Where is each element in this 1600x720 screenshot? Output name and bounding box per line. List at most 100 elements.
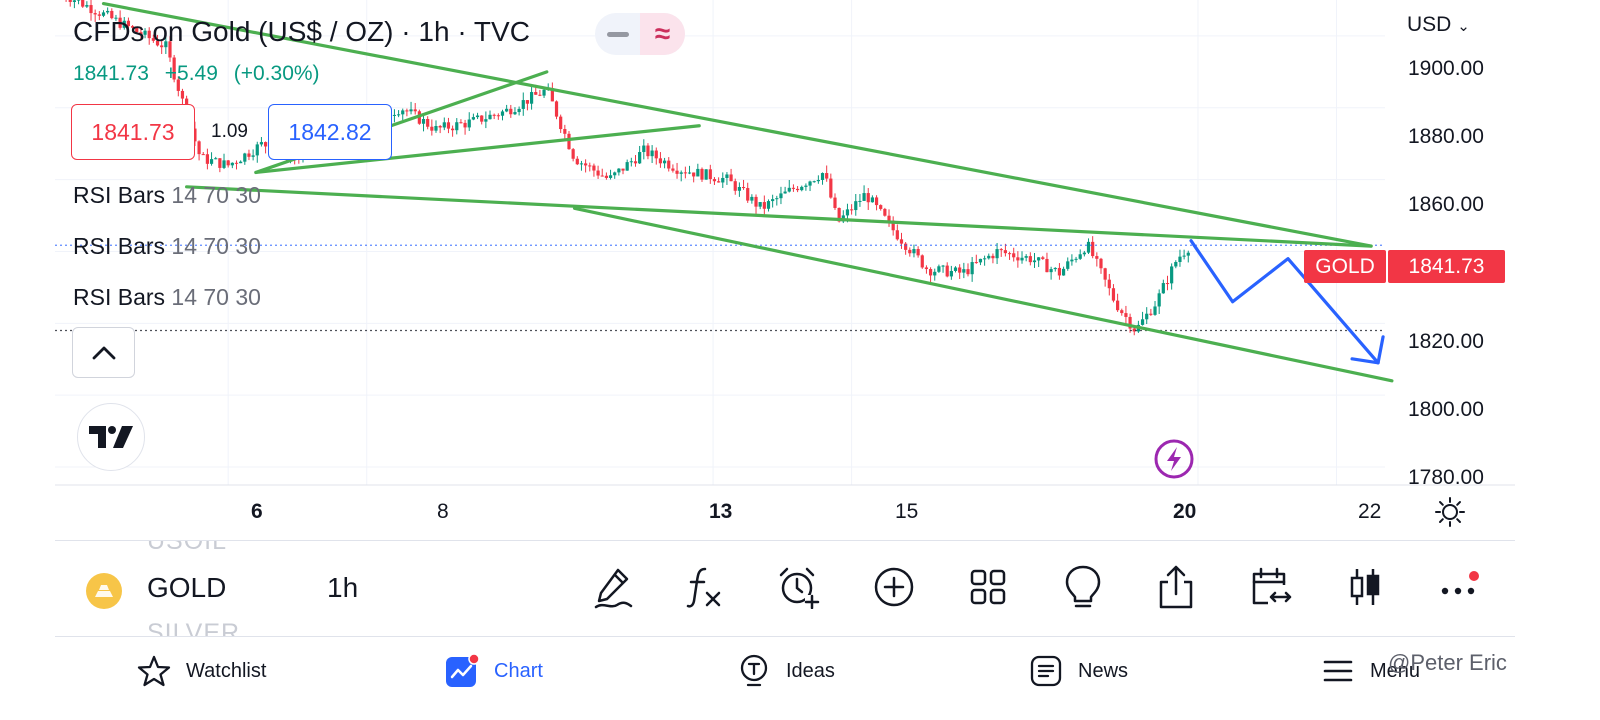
symbol-name[interactable]: GOLD bbox=[147, 572, 227, 603]
candle-body bbox=[222, 160, 226, 168]
candle-body bbox=[916, 249, 920, 256]
candle-body bbox=[559, 116, 563, 130]
candle-body bbox=[721, 177, 725, 183]
indicator-legend-rsi-bars[interactable]: RSI Bars 14 70 30 bbox=[73, 182, 261, 209]
candle-body bbox=[912, 249, 916, 254]
nav-label: Chart bbox=[494, 659, 543, 682]
candle-body bbox=[155, 40, 160, 46]
candle-body bbox=[937, 266, 941, 272]
chart-pane[interactable] bbox=[55, 0, 1515, 490]
interval-button[interactable]: 1h bbox=[327, 572, 359, 603]
candle-body bbox=[825, 173, 829, 179]
share-button[interactable] bbox=[1152, 563, 1200, 611]
candle-body bbox=[160, 45, 164, 48]
approx-icon[interactable]: ≈ bbox=[640, 13, 685, 55]
candle-body bbox=[118, 17, 122, 28]
indicator-name: RSI Bars bbox=[73, 182, 166, 208]
legend-toggle[interactable]: ≈ bbox=[595, 13, 685, 55]
candle-body bbox=[554, 101, 559, 117]
candle-body bbox=[1078, 254, 1082, 259]
add-button[interactable] bbox=[870, 563, 918, 611]
indicator-legend-rsi-bars[interactable]: RSI Bars 14 70 30 bbox=[73, 233, 261, 260]
collapse-legend-button[interactable] bbox=[595, 13, 640, 55]
candle-body bbox=[550, 88, 554, 102]
nav-chart[interactable]: Chart bbox=[444, 650, 543, 692]
candle-body bbox=[1041, 257, 1045, 259]
expand-legend-button[interactable] bbox=[72, 327, 135, 378]
candle-body bbox=[1028, 256, 1032, 263]
candle-body bbox=[904, 243, 908, 250]
currency-selector[interactable]: USD ⌄ bbox=[1407, 13, 1470, 37]
candle-body bbox=[426, 118, 430, 127]
create-alert-button[interactable] bbox=[775, 563, 823, 611]
candle-body bbox=[667, 160, 671, 169]
candle-body bbox=[941, 265, 945, 267]
candle-body bbox=[1053, 267, 1057, 270]
more-options-button[interactable] bbox=[1434, 563, 1482, 611]
candle-body bbox=[1120, 310, 1124, 314]
minus-icon bbox=[606, 31, 629, 37]
candle-body bbox=[987, 255, 991, 259]
nav-news[interactable]: News bbox=[1028, 650, 1128, 692]
candle-body bbox=[816, 179, 820, 182]
symbol-picker[interactable]: USOIL GOLD 1h SILVER bbox=[55, 541, 575, 636]
candle-body bbox=[692, 172, 696, 177]
candle-body bbox=[758, 202, 762, 207]
lightning-flash-icon[interactable] bbox=[1153, 438, 1195, 480]
candle-body bbox=[76, 0, 81, 1]
chart-type-button[interactable] bbox=[1341, 563, 1389, 611]
candle-body bbox=[534, 92, 538, 95]
candle-body bbox=[247, 153, 251, 157]
candle-body bbox=[654, 150, 658, 159]
publish-idea-button[interactable] bbox=[1059, 563, 1107, 611]
candle-body bbox=[920, 255, 924, 268]
candle-body bbox=[480, 115, 484, 122]
nav-ideas[interactable]: Ideas bbox=[736, 650, 835, 692]
nav-watchlist[interactable]: Watchlist bbox=[136, 650, 266, 692]
trendline bbox=[572, 206, 1394, 383]
candle-body bbox=[1066, 261, 1070, 269]
candle-body bbox=[251, 155, 255, 157]
candle-body bbox=[1178, 256, 1182, 263]
x-axis-tick: 20 bbox=[1173, 500, 1197, 523]
nav-menu[interactable]: Menu bbox=[1320, 650, 1420, 692]
candle-body bbox=[608, 175, 613, 178]
candle-body bbox=[172, 57, 176, 80]
candle-body bbox=[895, 230, 899, 240]
candle-body bbox=[1124, 313, 1128, 317]
candle-body bbox=[1057, 267, 1062, 276]
candle-body bbox=[874, 197, 879, 206]
candle-body bbox=[168, 41, 172, 58]
drawing-tools-button[interactable] bbox=[589, 563, 637, 611]
projection-arrow bbox=[1189, 239, 1380, 365]
layout-button[interactable] bbox=[964, 563, 1012, 611]
candle-body bbox=[717, 181, 721, 183]
candle-body bbox=[596, 170, 600, 176]
last-price-tag: 1841.73 bbox=[1388, 250, 1505, 283]
candle-body bbox=[496, 115, 500, 117]
candle-body bbox=[650, 150, 654, 157]
chart-icon bbox=[444, 653, 480, 689]
indicator-params: 14 70 30 bbox=[171, 233, 261, 259]
candle-body bbox=[991, 255, 995, 259]
price-chart[interactable] bbox=[55, 0, 1515, 490]
tradingview-logo[interactable] bbox=[77, 403, 145, 471]
candle-body bbox=[201, 154, 205, 156]
go-to-date-button[interactable] bbox=[1246, 563, 1294, 611]
buy-button[interactable]: 1842.82 bbox=[268, 104, 392, 160]
candle-body bbox=[579, 163, 584, 165]
candle-body bbox=[1103, 268, 1107, 280]
x-axis-tick: 8 bbox=[437, 500, 449, 523]
trendline bbox=[254, 124, 701, 175]
projection-arrow-head bbox=[1350, 335, 1385, 365]
candle-body bbox=[209, 159, 214, 164]
sell-button[interactable]: 1841.73 bbox=[71, 104, 195, 160]
indicator-legend-rsi-bars[interactable]: RSI Bars 14 70 30 bbox=[73, 284, 261, 311]
candle-body bbox=[509, 108, 513, 115]
indicators-button[interactable] bbox=[681, 563, 729, 611]
chart-settings-sun-icon[interactable] bbox=[1434, 496, 1466, 528]
candle-body bbox=[588, 165, 592, 167]
candle-body bbox=[845, 209, 850, 216]
more-icon bbox=[1441, 571, 1479, 595]
divider bbox=[55, 540, 1515, 541]
